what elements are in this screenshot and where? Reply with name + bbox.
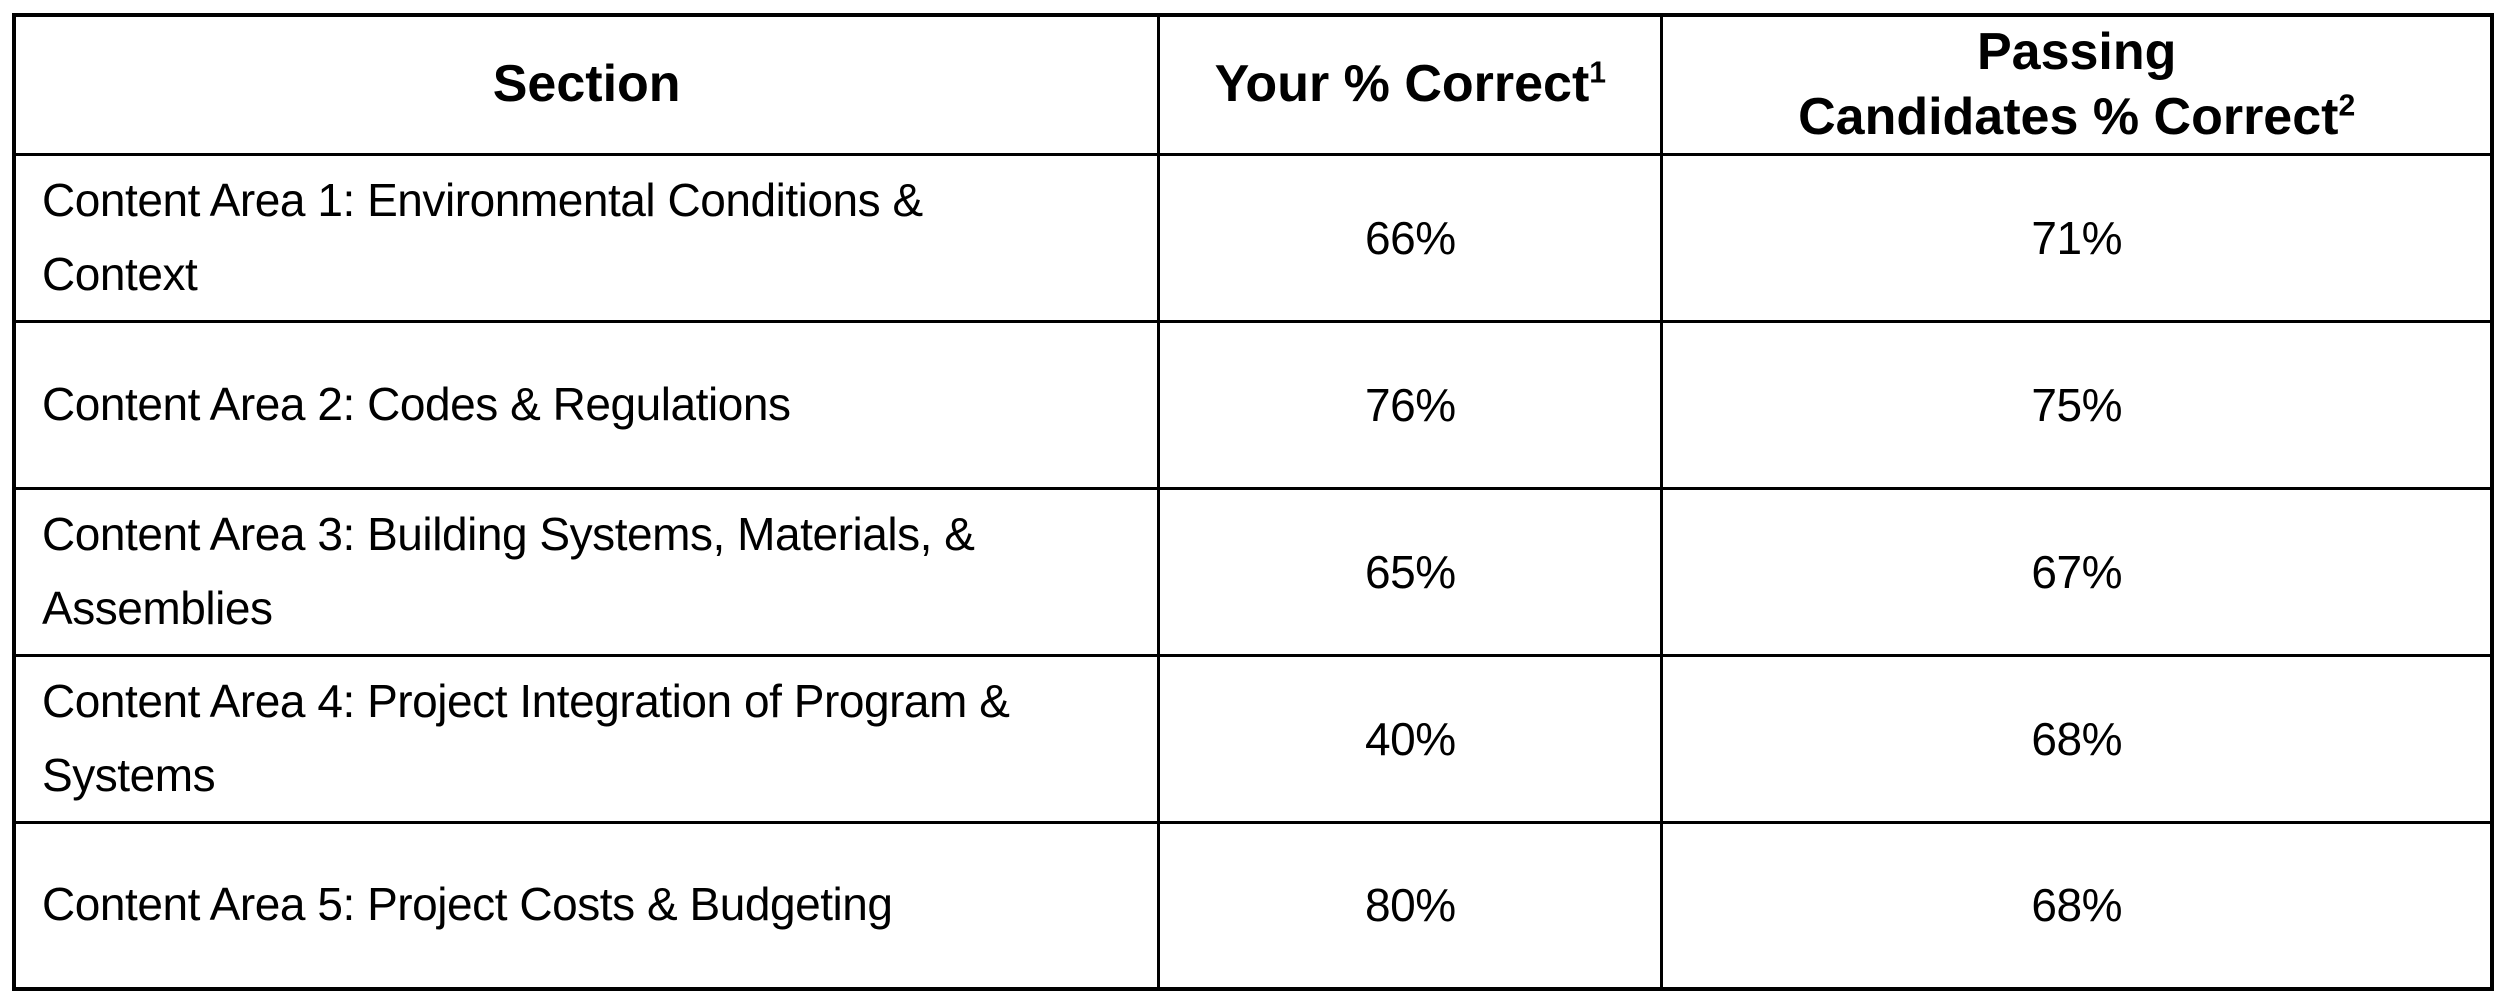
column-header-passing-percent-label: Passing Candidates % Correct <box>1798 22 2339 146</box>
column-header-section-label: Section <box>492 55 681 114</box>
passing-percent-cell: 68% <box>1660 653 2494 824</box>
score-table: Section Your % Correct1 Passing Candidat… <box>12 13 2494 991</box>
passing-percent-cell: 71% <box>1660 152 2494 323</box>
section-cell: Content Area 4: Project Integration of P… <box>12 653 1161 824</box>
column-header-your-percent-label: Your % Correct <box>1214 55 1590 114</box>
table-row: Content Area 3: Building Systems, Materi… <box>12 486 2494 657</box>
passing-percent-cell: 68% <box>1660 820 2494 991</box>
table-row: Content Area 5: Project Costs & Budgetin… <box>12 820 2494 991</box>
footnote-marker-1: 1 <box>1589 56 1607 90</box>
column-header-section: Section <box>12 13 1161 156</box>
passing-percent-cell: 67% <box>1660 486 2494 657</box>
column-header-passing-percent: Passing Candidates % Correct2 <box>1660 13 2494 156</box>
table-row: Content Area 2: Codes & Regulations 76% … <box>12 319 2494 490</box>
column-header-your-percent: Your % Correct1 <box>1157 13 1664 156</box>
footnote-marker-2: 2 <box>2338 89 2356 123</box>
section-cell: Content Area 5: Project Costs & Budgetin… <box>12 820 1161 991</box>
section-cell: Content Area 2: Codes & Regulations <box>12 319 1161 490</box>
table-row: Content Area 4: Project Integration of P… <box>12 653 2494 824</box>
table-header: Section Your % Correct1 Passing Candidat… <box>12 13 2494 156</box>
section-cell: Content Area 1: Environmental Conditions… <box>12 152 1161 323</box>
your-percent-cell: 80% <box>1157 820 1664 991</box>
your-percent-cell: 76% <box>1157 319 1664 490</box>
table-body: Content Area 1: Environmental Conditions… <box>12 152 2494 991</box>
table-row: Content Area 1: Environmental Conditions… <box>12 152 2494 323</box>
your-percent-cell: 66% <box>1157 152 1664 323</box>
section-cell: Content Area 3: Building Systems, Materi… <box>12 486 1161 657</box>
passing-percent-cell: 75% <box>1660 319 2494 490</box>
your-percent-cell: 40% <box>1157 653 1664 824</box>
your-percent-cell: 65% <box>1157 486 1664 657</box>
header-row: Section Your % Correct1 Passing Candidat… <box>12 13 2494 156</box>
